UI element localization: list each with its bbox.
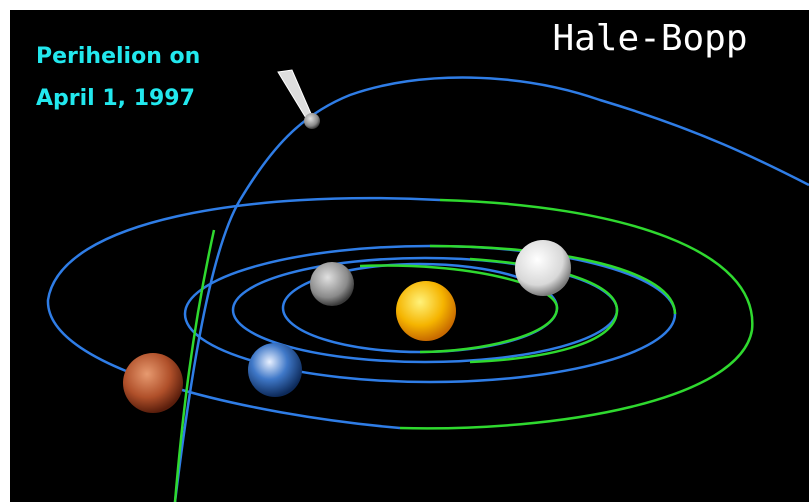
venus — [515, 240, 571, 296]
mercury — [310, 262, 354, 306]
sun — [396, 281, 456, 341]
mars — [123, 353, 183, 413]
comet-nucleus — [304, 113, 320, 129]
title: Hale-Bopp — [552, 18, 747, 59]
caption: April 1, 1997 — [36, 86, 195, 111]
earth — [248, 343, 302, 397]
scene: Hale-Bopp Perihelion on April 1, 1997 — [0, 0, 809, 502]
caption: Perihelion on — [36, 44, 200, 69]
